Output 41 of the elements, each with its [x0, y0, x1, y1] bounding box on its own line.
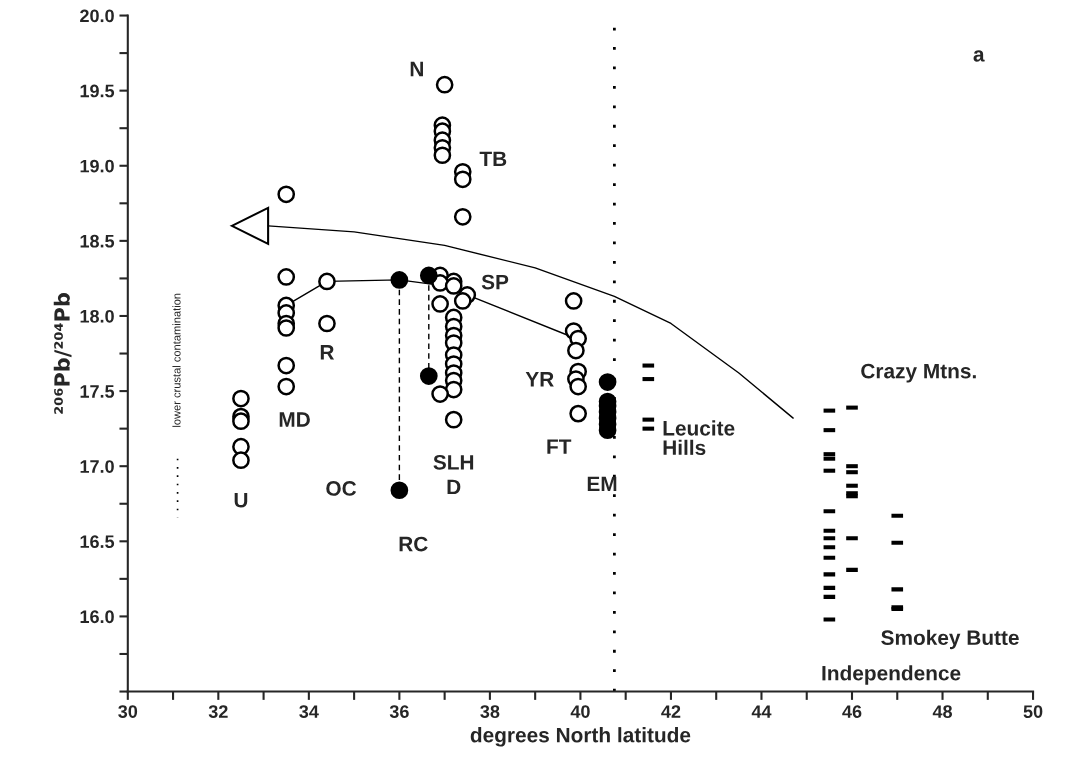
x-tick-label: 40: [570, 705, 590, 718]
y-tick-label: 20.0: [80, 9, 114, 23]
annotation: Crazy Mtns.: [861, 363, 976, 383]
y-tick-label: 19.5: [80, 84, 115, 98]
annotation: RC: [399, 536, 428, 552]
x-tick-label: 50: [1023, 705, 1043, 718]
y-tick-label: 17.0: [80, 460, 114, 473]
x-tick-label: 38: [480, 705, 500, 719]
annotation: TB: [479, 151, 507, 167]
x-tick-label: 44: [751, 705, 772, 718]
annotation: EM: [587, 476, 617, 492]
annotation: YR: [525, 372, 554, 387]
annotation: U: [234, 492, 248, 508]
y-tick-label: 18.5: [80, 234, 115, 248]
y-axis-title: ²⁰⁶Pb/²⁰⁴Pb: [53, 293, 72, 414]
x-tick-label: 46: [842, 705, 862, 718]
y-tick-label: 17.5: [80, 385, 115, 398]
annotation: D: [447, 479, 461, 495]
y-tick-label: 16.5: [80, 535, 115, 549]
x-tick-label: 36: [389, 705, 409, 719]
y-tick-label: 18.0: [80, 309, 114, 323]
annotation: SLH: [433, 454, 474, 470]
x-tick-label: 42: [661, 705, 681, 718]
y-tick-label: 19.0: [80, 159, 114, 173]
x-tick-label: 34: [299, 705, 319, 719]
annotation: R: [320, 345, 335, 360]
y-tick-label: 16.0: [80, 610, 114, 624]
annotation: Leucite Hills: [663, 420, 735, 456]
x-tick-label: 32: [208, 705, 228, 719]
annotation: FT: [547, 439, 572, 454]
annotation: OC: [326, 481, 357, 496]
annotation: MD: [279, 412, 310, 427]
annotation: Independence: [822, 665, 961, 685]
annotation: a: [973, 50, 985, 62]
annotation: Smokey Butte: [881, 629, 1019, 650]
x-tick-label: 30: [118, 705, 138, 719]
x-axis-title: degrees North latitude: [470, 727, 691, 747]
annotation: SP: [481, 274, 509, 290]
annotation: lower crustal contamination: [172, 293, 181, 427]
x-tick-label: 48: [932, 705, 953, 718]
annotation: N: [410, 61, 423, 77]
